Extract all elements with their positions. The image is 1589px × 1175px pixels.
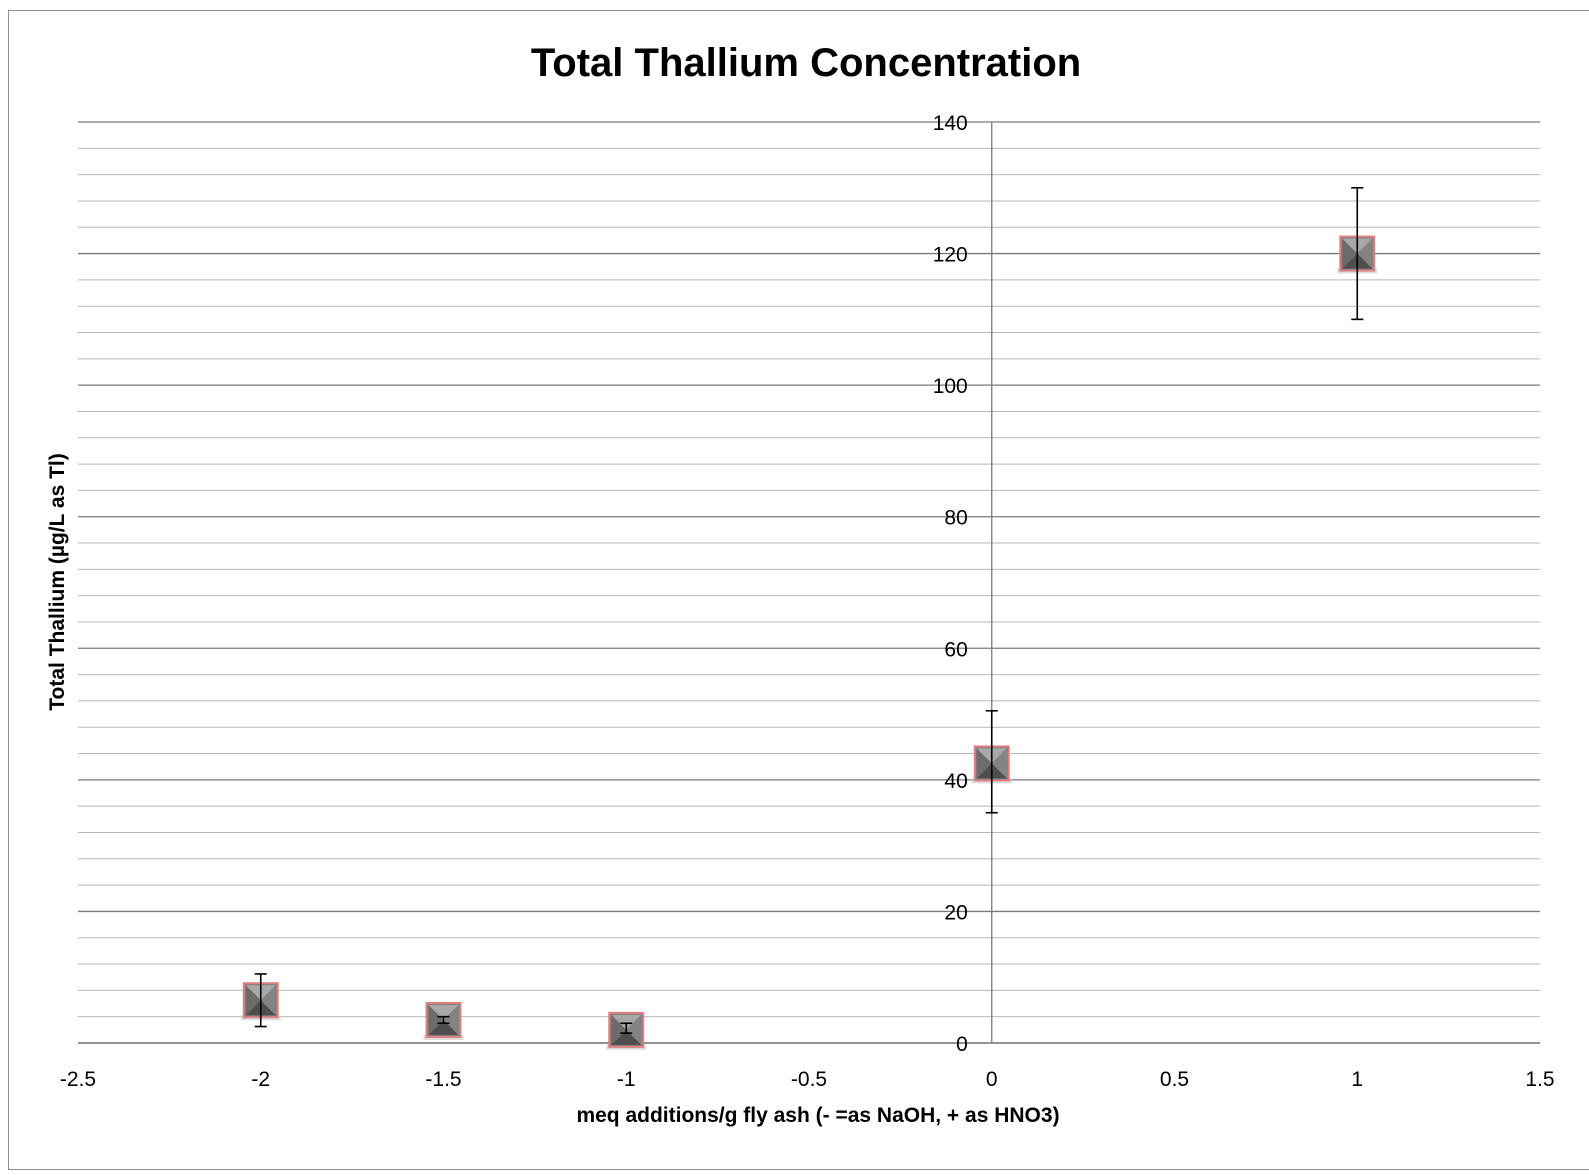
marker-facet-left — [1342, 238, 1358, 269]
x-tick-label: 0.5 — [1160, 1068, 1189, 1091]
x-tick-label: 0 — [986, 1068, 998, 1091]
chart-title: Total Thallium Concentration — [531, 41, 1081, 85]
y-tick-label: 60 — [944, 638, 967, 661]
marker-facet-right — [626, 1014, 642, 1045]
data-point — [240, 973, 281, 1028]
marker-facet-top — [611, 1014, 642, 1030]
y-tick-label: 80 — [944, 507, 967, 530]
data-point — [606, 1011, 647, 1050]
y-tick-label: 20 — [944, 901, 967, 924]
marker-facet-right — [443, 1004, 459, 1035]
axes — [78, 122, 1540, 1044]
marker-facet-right — [1357, 238, 1373, 269]
marker-facet-left — [245, 985, 261, 1016]
y-tick-label: 40 — [944, 770, 967, 793]
data-point — [1337, 186, 1378, 321]
y-tick-label: 140 — [933, 112, 968, 135]
tick-labels: -2.5 -2 -1.5 -1 -0.5 0 0.5 1 1.5 0 20 40 60 80 100 120 1… — [60, 112, 1555, 1091]
data-points — [240, 186, 1378, 1050]
y-tick-label: 120 — [933, 244, 968, 267]
x-tick-label: 1.5 — [1525, 1068, 1554, 1091]
marker-facet-top — [428, 1004, 459, 1020]
x-tick-label: 1 — [1351, 1068, 1363, 1091]
marker-facet-left — [611, 1014, 627, 1045]
marker-facet-left — [428, 1004, 444, 1035]
x-tick-label: -1.5 — [425, 1068, 461, 1091]
chart-frame — [8, 10, 1589, 1170]
gridlines — [78, 121, 1540, 1044]
x-tick-label: -2 — [251, 1068, 270, 1091]
data-point — [423, 1001, 464, 1040]
x-axis-title: meq additions/g fly ash (- =as NaOH, + a… — [576, 1104, 1059, 1127]
data-point — [971, 709, 1012, 814]
x-tick-label: -1 — [617, 1068, 636, 1091]
y-axis-title: Total Thallium (µg/L as Tl) — [46, 453, 69, 711]
y-tick-label: 0 — [956, 1033, 968, 1056]
marker-facet-right — [260, 985, 276, 1016]
marker-facet-right — [991, 748, 1007, 779]
x-tick-label: -2.5 — [60, 1068, 96, 1091]
marker-facet-bottom — [428, 1019, 459, 1035]
x-tick-label: -0.5 — [791, 1068, 827, 1091]
marker-facet-bottom — [611, 1029, 642, 1045]
y-tick-label: 100 — [933, 375, 968, 398]
marker-facet-left — [976, 748, 992, 779]
